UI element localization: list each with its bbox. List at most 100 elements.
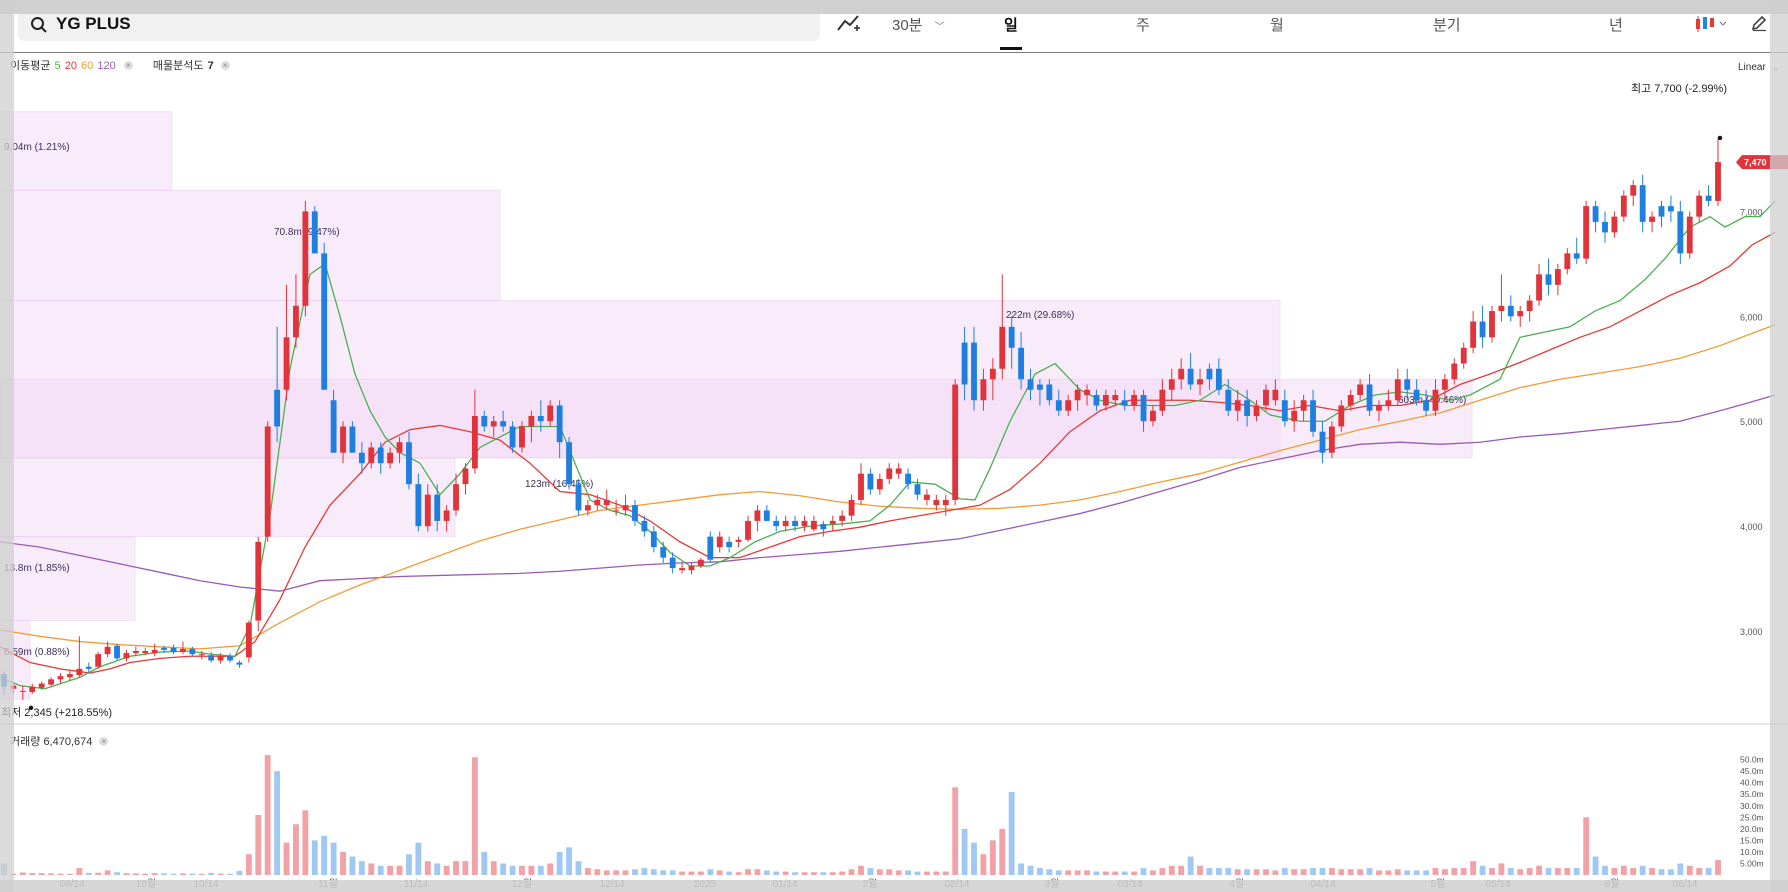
volume-bar[interactable] bbox=[810, 872, 817, 875]
candle[interactable] bbox=[924, 494, 930, 500]
candle[interactable] bbox=[1234, 400, 1241, 411]
search-box[interactable]: YG PLUS bbox=[18, 9, 820, 41]
candle[interactable] bbox=[1310, 400, 1316, 432]
volume-bar[interactable] bbox=[434, 863, 441, 875]
volume-bar[interactable] bbox=[1686, 865, 1693, 875]
volume-bar[interactable] bbox=[1620, 865, 1627, 875]
volume-bar[interactable] bbox=[283, 842, 290, 875]
volume-bar[interactable] bbox=[1451, 868, 1458, 875]
candle[interactable] bbox=[1366, 384, 1373, 411]
volume-bar[interactable] bbox=[1536, 865, 1542, 875]
volume-bar[interactable] bbox=[180, 873, 186, 875]
volume-bar[interactable] bbox=[500, 863, 507, 875]
volume-bar[interactable] bbox=[914, 871, 921, 875]
volume-bar[interactable] bbox=[980, 854, 987, 875]
volume-bar[interactable] bbox=[679, 871, 685, 875]
candle[interactable] bbox=[952, 384, 959, 500]
volume-bar[interactable] bbox=[1310, 868, 1316, 875]
candle[interactable] bbox=[1385, 400, 1392, 406]
candle[interactable] bbox=[566, 442, 572, 485]
volume-bar[interactable] bbox=[387, 865, 394, 875]
volume-bar[interactable] bbox=[57, 873, 64, 875]
tab-year[interactable]: 년 bbox=[1609, 17, 1623, 34]
candle[interactable] bbox=[1018, 347, 1025, 380]
candle[interactable] bbox=[180, 648, 186, 653]
candle[interactable] bbox=[57, 676, 64, 680]
candle[interactable] bbox=[161, 647, 168, 650]
volume-bar[interactable] bbox=[490, 861, 497, 875]
volume-bar[interactable] bbox=[368, 863, 375, 875]
candle[interactable] bbox=[471, 415, 478, 469]
tab-week[interactable]: 주 bbox=[1136, 17, 1150, 34]
candle[interactable] bbox=[274, 389, 281, 427]
candle[interactable] bbox=[1451, 363, 1458, 380]
volume-bar[interactable] bbox=[1055, 870, 1062, 875]
candle[interactable] bbox=[340, 426, 346, 453]
candle[interactable] bbox=[1423, 400, 1429, 411]
candle[interactable] bbox=[867, 473, 874, 490]
candle[interactable] bbox=[1677, 211, 1684, 254]
candle[interactable] bbox=[942, 499, 949, 506]
volume-bar[interactable] bbox=[396, 865, 403, 875]
volume-bar[interactable] bbox=[1112, 871, 1119, 875]
volume-bar[interactable] bbox=[1084, 870, 1090, 875]
volume-bar[interactable] bbox=[905, 870, 912, 875]
price-chart[interactable]: 9.04m (1.21%)70.8m (9.47%)222m (29.68%)1… bbox=[0, 52, 1788, 892]
pencil-icon[interactable] bbox=[1750, 14, 1768, 36]
candle[interactable] bbox=[603, 499, 610, 506]
candle[interactable] bbox=[1630, 185, 1637, 196]
candle[interactable] bbox=[763, 510, 770, 521]
volume-bar[interactable] bbox=[632, 869, 638, 875]
volume-bar[interactable] bbox=[170, 873, 177, 875]
volume-bar[interactable] bbox=[1140, 868, 1147, 875]
volume-bar[interactable] bbox=[406, 854, 412, 875]
volume-bar[interactable] bbox=[104, 870, 111, 875]
candle[interactable] bbox=[48, 679, 55, 685]
volume-bar[interactable] bbox=[76, 868, 83, 875]
volume-bar[interactable] bbox=[274, 771, 281, 875]
volume-bar[interactable] bbox=[556, 851, 563, 875]
volume-bar[interactable] bbox=[688, 871, 695, 875]
candle[interactable] bbox=[1253, 405, 1260, 416]
candle[interactable] bbox=[434, 494, 441, 521]
volume-bar[interactable] bbox=[321, 835, 328, 875]
volume-bar[interactable] bbox=[1479, 865, 1486, 875]
candle[interactable] bbox=[85, 666, 92, 669]
volume-bar[interactable] bbox=[1460, 868, 1467, 875]
candle[interactable] bbox=[1168, 379, 1175, 390]
candle[interactable] bbox=[1592, 206, 1599, 222]
candle[interactable] bbox=[1536, 274, 1542, 301]
volume-bar[interactable] bbox=[1159, 868, 1166, 875]
volume-bar[interactable] bbox=[961, 828, 968, 875]
volume-bar[interactable] bbox=[848, 869, 855, 875]
volume-bar[interactable] bbox=[829, 872, 836, 875]
candle[interactable] bbox=[453, 484, 459, 511]
candle[interactable] bbox=[839, 515, 846, 521]
volume-bar[interactable] bbox=[311, 840, 318, 875]
volume-bar[interactable] bbox=[1639, 865, 1646, 875]
volume-bar[interactable] bbox=[227, 873, 233, 875]
candle[interactable] bbox=[1620, 195, 1627, 217]
volume-bar[interactable] bbox=[820, 872, 827, 875]
candle[interactable] bbox=[443, 510, 450, 521]
candle[interactable] bbox=[311, 211, 318, 254]
candle[interactable] bbox=[227, 656, 233, 661]
volume-bar[interactable] bbox=[952, 787, 959, 875]
volume-bar[interactable] bbox=[754, 869, 761, 875]
candle[interactable] bbox=[19, 690, 26, 692]
volume-bar[interactable] bbox=[1065, 870, 1072, 875]
volume-bar[interactable] bbox=[886, 869, 893, 875]
candle[interactable] bbox=[1545, 274, 1552, 285]
candle[interactable] bbox=[745, 520, 751, 540]
volume-bar[interactable] bbox=[1630, 868, 1637, 875]
volume-bar[interactable] bbox=[537, 865, 544, 875]
candle[interactable] bbox=[114, 645, 120, 659]
volume-bar[interactable] bbox=[669, 870, 676, 875]
candle[interactable] bbox=[415, 484, 422, 527]
candle[interactable] bbox=[255, 541, 262, 621]
candle[interactable] bbox=[1338, 405, 1345, 427]
volume-bar[interactable] bbox=[462, 861, 469, 875]
remove-volume-icon[interactable]: × bbox=[99, 737, 109, 746]
volume-bar[interactable] bbox=[1602, 865, 1608, 875]
candle[interactable] bbox=[971, 342, 977, 401]
